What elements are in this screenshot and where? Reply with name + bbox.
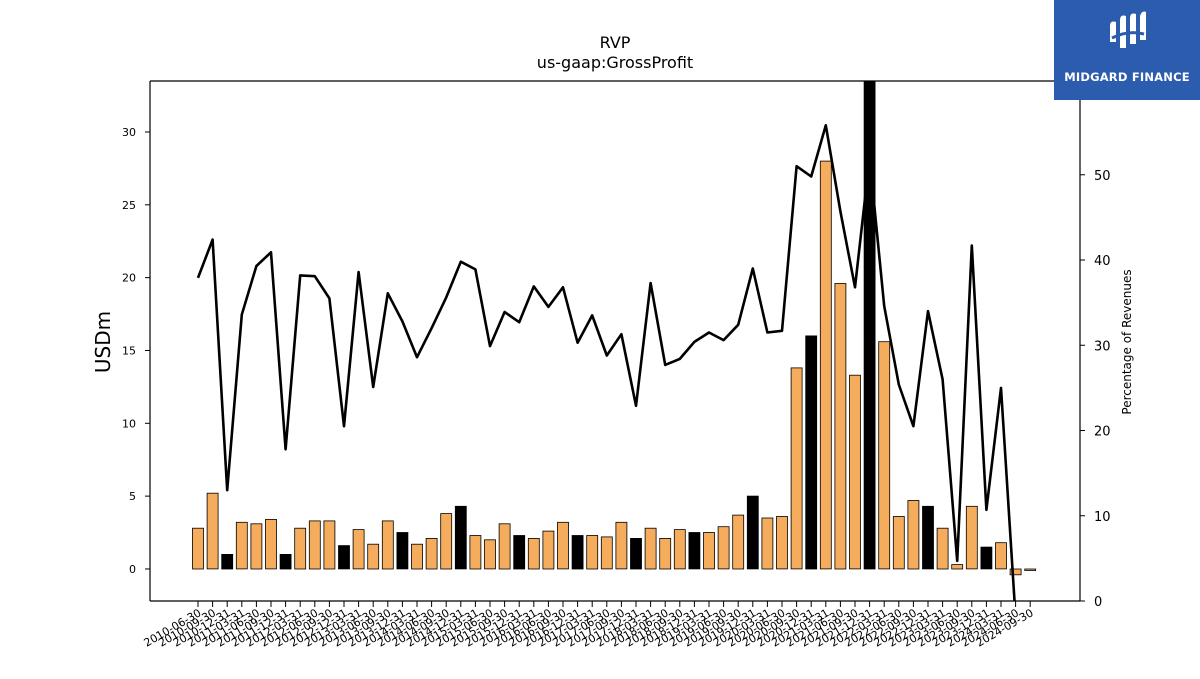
bar-series xyxy=(192,81,1037,576)
bar xyxy=(717,526,730,570)
y-right-tick-label: 50 xyxy=(1094,169,1111,184)
bar xyxy=(849,374,861,570)
y-axis-right-label: Percentage of Revenues xyxy=(1120,269,1134,414)
bar xyxy=(761,517,774,570)
axes: 051015202530010203040502010-06-302010-09… xyxy=(122,80,1111,650)
chart-subtitle: us-gaap:GrossProfit xyxy=(537,53,693,72)
bar xyxy=(615,521,628,570)
bar xyxy=(411,543,423,570)
bar xyxy=(308,520,321,570)
bar xyxy=(542,530,555,570)
bar xyxy=(440,513,453,570)
y-right-tick-label: 20 xyxy=(1094,425,1111,440)
bar xyxy=(250,523,263,570)
y-right-tick-label: 0 xyxy=(1094,595,1102,610)
brand-logo: MIDGARD FINANCE xyxy=(1054,0,1200,100)
bar xyxy=(834,283,847,570)
bar xyxy=(863,81,876,570)
y-tick-label: 0 xyxy=(129,563,136,576)
bar xyxy=(498,523,511,570)
bar xyxy=(367,543,380,570)
bar xyxy=(600,536,613,570)
bar xyxy=(1009,568,1022,576)
y-tick-label: 15 xyxy=(122,344,136,357)
bar xyxy=(995,542,1007,570)
bar xyxy=(673,529,686,570)
chart-title: RVP xyxy=(600,33,631,52)
bar xyxy=(980,546,993,570)
bar xyxy=(571,535,584,570)
bar xyxy=(221,554,234,570)
bar xyxy=(265,519,277,570)
bar xyxy=(527,538,540,570)
bar xyxy=(703,532,715,570)
bar xyxy=(338,545,350,570)
bar xyxy=(557,521,569,570)
y-tick-label: 5 xyxy=(129,490,136,503)
bar xyxy=(907,500,920,570)
y-tick-label: 10 xyxy=(122,417,136,430)
bar xyxy=(454,505,467,570)
y-tick-label: 30 xyxy=(122,126,136,139)
bar xyxy=(513,535,526,570)
y-right-tick-label: 40 xyxy=(1094,254,1111,269)
bar xyxy=(469,535,482,570)
bar xyxy=(659,538,672,570)
bar xyxy=(1024,568,1037,571)
y-tick-label: 20 xyxy=(122,272,136,285)
bar xyxy=(965,505,978,570)
bar xyxy=(206,492,219,570)
bar xyxy=(644,527,657,570)
bar xyxy=(294,527,307,570)
bar xyxy=(819,160,832,570)
bar xyxy=(192,527,204,570)
bar xyxy=(688,532,701,570)
bar xyxy=(790,367,803,570)
bar xyxy=(951,564,964,570)
line-series xyxy=(196,124,1016,601)
bar xyxy=(630,538,642,570)
bar xyxy=(732,514,745,570)
bar xyxy=(776,516,788,570)
bar xyxy=(323,520,336,570)
y-tick-label: 25 xyxy=(122,199,136,212)
bar xyxy=(381,520,394,570)
bar xyxy=(922,505,934,570)
bar xyxy=(586,535,599,570)
bar xyxy=(279,554,292,570)
bar xyxy=(746,495,759,570)
bar xyxy=(235,521,248,570)
bar xyxy=(892,516,905,570)
bar xyxy=(425,538,438,570)
percentage-line xyxy=(196,124,1016,601)
midgard-logo-icon xyxy=(1110,11,1146,48)
y-right-tick-label: 10 xyxy=(1094,510,1111,525)
bar xyxy=(805,335,818,570)
bar xyxy=(396,532,409,570)
bar xyxy=(484,539,496,570)
y-axis-label: USDm xyxy=(91,311,115,373)
bar xyxy=(878,341,891,570)
bar xyxy=(352,529,365,570)
y-right-tick-label: 30 xyxy=(1094,339,1111,354)
brand-name: MIDGARD FINANCE xyxy=(1064,70,1190,84)
bar xyxy=(936,527,949,570)
